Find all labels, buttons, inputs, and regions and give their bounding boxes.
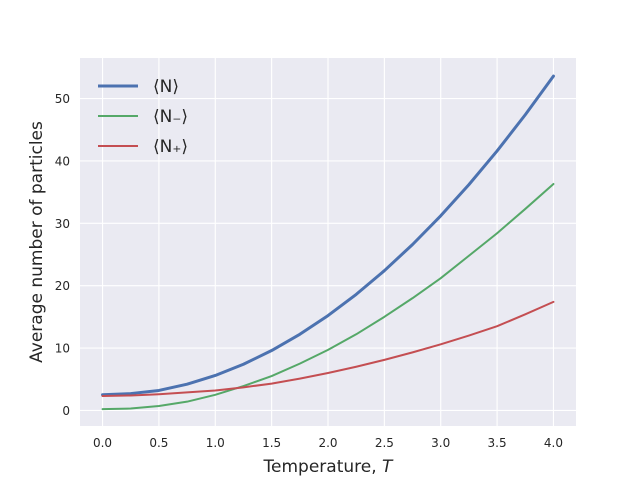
x-axis-label: Temperature, T bbox=[263, 457, 395, 477]
y-tick-label: 30 bbox=[55, 217, 70, 231]
x-tick-label: 1.0 bbox=[206, 436, 225, 450]
grid bbox=[80, 58, 576, 426]
y-tick-label: 40 bbox=[55, 154, 70, 168]
x-tick-label: 3.5 bbox=[488, 436, 507, 450]
series-line-2 bbox=[101, 182, 555, 411]
x-tick-label: 2.0 bbox=[318, 436, 337, 450]
y-tick-label: 10 bbox=[55, 342, 70, 356]
y-axis-label: Average number of particles bbox=[27, 121, 47, 363]
y-axis: 0 10 20 30 40 50 bbox=[55, 92, 70, 418]
y-tick-label: 0 bbox=[62, 404, 70, 418]
series-line-1 bbox=[101, 74, 555, 397]
x-axis-label-variable: T bbox=[382, 457, 394, 477]
x-tick-label: 2.5 bbox=[375, 436, 394, 450]
legend-label: ⟨N₊⟩ bbox=[153, 137, 188, 157]
series-lines bbox=[101, 74, 555, 411]
legend-label: ⟨N₋⟩ bbox=[153, 107, 188, 127]
y-tick-label: 50 bbox=[55, 92, 70, 106]
x-tick-label: 1.5 bbox=[262, 436, 281, 450]
series-line-3 bbox=[101, 300, 555, 398]
x-tick-label: 0.5 bbox=[149, 436, 168, 450]
x-axis-label-text: Temperature, bbox=[263, 457, 383, 477]
x-tick-label: 0.0 bbox=[93, 436, 112, 450]
x-tick-label: 3.0 bbox=[431, 436, 450, 450]
y-tick-label: 20 bbox=[55, 279, 70, 293]
x-axis: 0.0 0.5 1.0 1.5 2.0 2.5 3.0 3.5 4.0 bbox=[93, 436, 563, 450]
legend: ⟨N⟩ ⟨N₋⟩ ⟨N₊⟩ bbox=[98, 77, 188, 157]
legend-label: ⟨N⟩ bbox=[153, 77, 179, 97]
x-tick-label: 4.0 bbox=[544, 436, 563, 450]
